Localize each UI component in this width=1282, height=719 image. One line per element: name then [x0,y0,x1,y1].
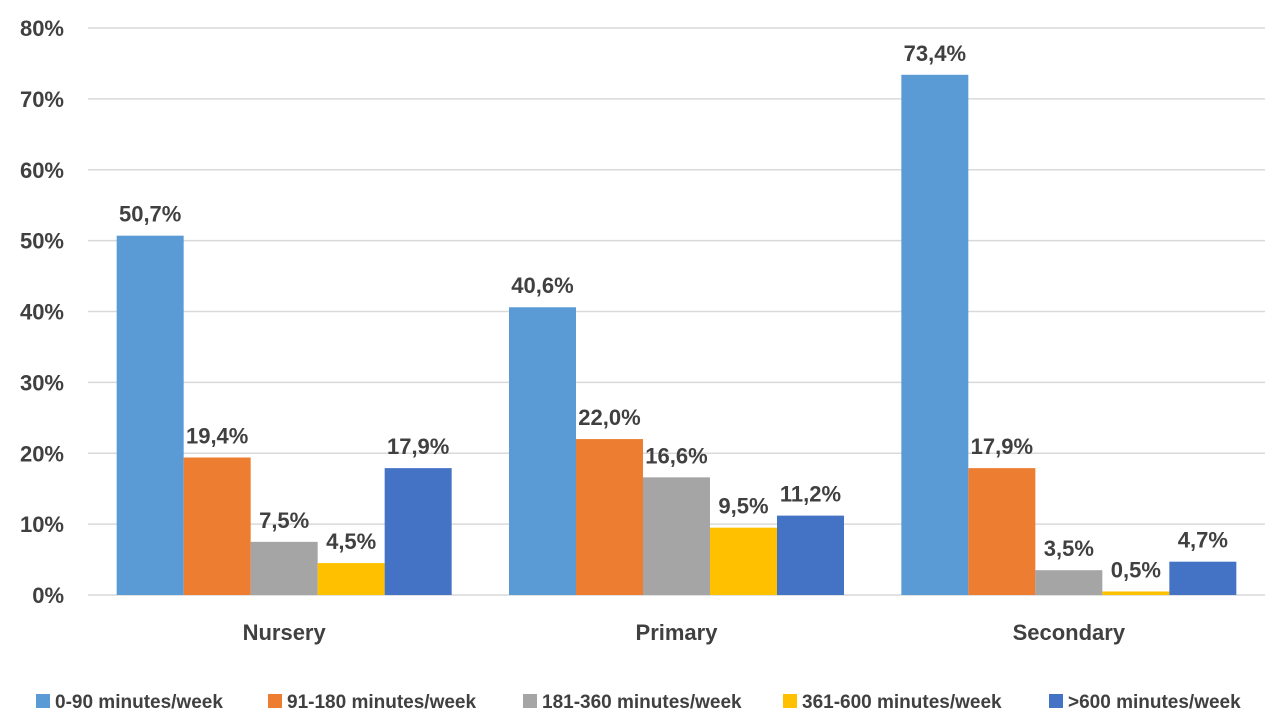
bar-primary-series-2 [643,477,710,595]
legend-item: 181-360 minutes/week [523,692,742,713]
data-label: 17,9% [971,434,1033,459]
data-label: 0,5% [1111,557,1161,582]
data-label: 11,2% [780,482,841,507]
data-label: 3,5% [1044,536,1094,561]
y-tick-label: 40% [20,300,64,325]
bar-primary-series-3 [710,527,777,595]
bar-nursery-series-2 [250,541,318,595]
legend-swatch [1049,694,1063,708]
y-tick-label: 80% [20,16,64,41]
y-tick-label: 10% [20,512,64,537]
data-label: 9,5% [718,494,768,519]
legend-label: 361-600 minutes/week [802,692,1002,713]
legend-item: 361-600 minutes/week [783,692,1002,713]
bar-secondary-series-4 [1169,561,1237,595]
legend-item: 0-90 minutes/week [36,692,223,713]
bar-nursery-series-3 [317,563,385,595]
data-label: 4,5% [326,529,376,554]
y-axis-ticks: 0% 10% 20% 30% 40% 50% 60% 70% 80% [20,16,64,608]
data-label: 7,5% [259,508,309,533]
y-tick-label: 30% [20,370,64,395]
legend-label: 181-360 minutes/week [542,692,742,713]
legend-swatch [783,694,797,708]
y-tick-label: 70% [20,87,64,112]
y-tick-label: 50% [20,229,64,254]
legend-label: 91-180 minutes/week [287,692,476,713]
bar-primary-series-4 [777,515,844,595]
bar-nursery-series-1 [183,457,251,595]
bar-secondary-series-3 [1102,591,1170,595]
data-label: 22,0% [578,405,640,430]
x-category-label: Primary [636,620,719,645]
data-label: 4,7% [1178,528,1228,553]
data-labels: 50,7% 19,4% 7,5% 4,5% 17,9% 40,6% 22,0%16,6% 9,… [119,41,1228,583]
legend-item: >600 minutes/week [1049,692,1241,713]
y-tick-label: 60% [20,158,64,183]
x-category-label: Nursery [243,620,327,645]
data-label: 16,6% [645,443,707,468]
data-label: 19,4% [186,424,248,449]
bar-secondary-series-0 [901,74,969,596]
x-axis-categories: Nursery Primary Secondary [243,620,1126,645]
legend-label: >600 minutes/week [1068,692,1241,713]
x-category-label: Secondary [1013,620,1126,645]
legend: 0-90 minutes/week 91-180 minutes/week 181-… [36,692,1241,713]
bars [116,74,1237,596]
bar-secondary-series-1 [968,468,1036,595]
bar-nursery-series-4 [384,468,452,595]
data-label: 40,6% [511,273,573,298]
bar-primary-series-1 [576,439,643,595]
legend-item: 91-180 minutes/week [268,692,476,713]
legend-swatch [36,694,50,708]
y-tick-label: 20% [20,441,64,466]
legend-swatch [268,694,282,708]
bar-primary-series-0 [509,307,576,595]
data-label: 50,7% [119,202,181,227]
data-label: 17,9% [387,434,449,459]
y-tick-label: 0% [32,583,64,608]
bar-nursery-series-0 [116,235,184,595]
bar-secondary-series-2 [1035,570,1103,595]
legend-label: 0-90 minutes/week [55,692,223,713]
legend-swatch [523,694,537,708]
data-label: 73,4% [904,41,966,66]
gridlines [88,27,1265,596]
